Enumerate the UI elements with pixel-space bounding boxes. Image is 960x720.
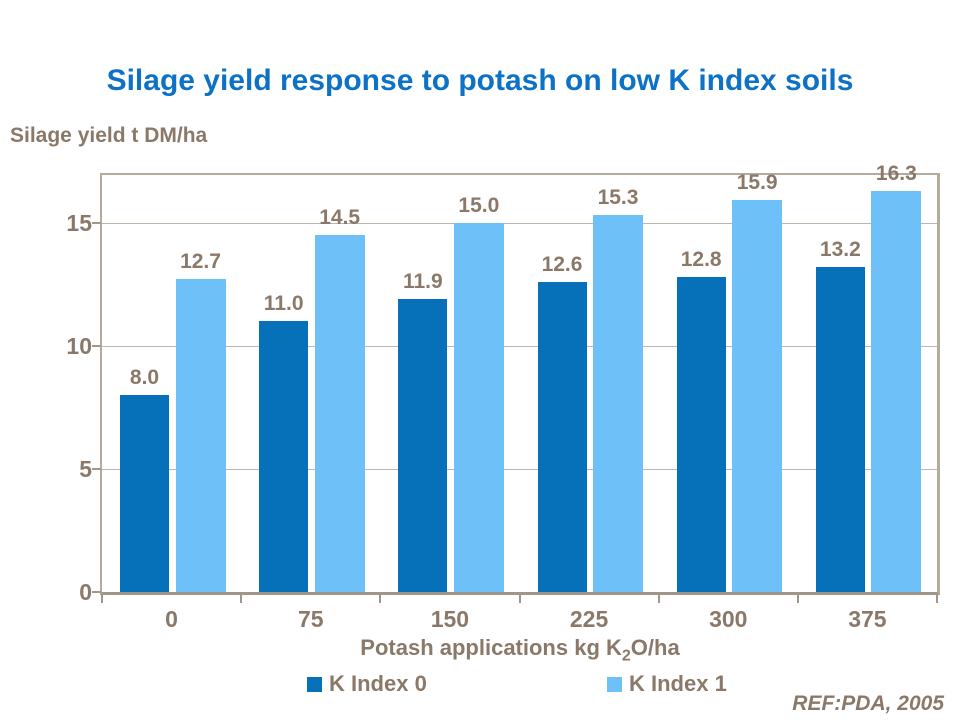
value-label-k-index-1-cat-75: 14.5 bbox=[319, 205, 361, 229]
y-axis-title: Silage yield t DM/ha bbox=[10, 124, 208, 147]
bar-k-index-0-cat-75 bbox=[259, 321, 309, 592]
x-tick-label-300: 300 bbox=[709, 606, 748, 632]
y-tick-label-10: 10 bbox=[66, 332, 92, 359]
value-label-k-index-1-cat-150: 15.0 bbox=[458, 193, 500, 217]
y-tick-label-15: 15 bbox=[66, 209, 92, 236]
x-tick-mark-4 bbox=[657, 595, 660, 603]
legend-label-k-index-1: K Index 1 bbox=[629, 671, 727, 696]
y-tick-mark-5 bbox=[92, 467, 101, 470]
value-label-k-index-0-cat-75: 11.0 bbox=[263, 292, 304, 316]
bar-k-index-1-cat-75 bbox=[314, 234, 365, 592]
x-tick-mark-1 bbox=[240, 595, 243, 603]
x-tick-mark-3 bbox=[518, 595, 521, 603]
bar-k-index-0-cat-150 bbox=[398, 298, 448, 592]
x-tick-mark-6 bbox=[936, 595, 938, 603]
legend-item-k-index-0: K Index 0 bbox=[307, 670, 427, 698]
x-tick-label-150: 150 bbox=[430, 606, 470, 632]
bar-k-index-0-cat-375 bbox=[815, 266, 865, 592]
value-label-k-index-1-cat-300: 15.9 bbox=[736, 171, 778, 195]
bar-k-index-1-cat-225 bbox=[593, 215, 643, 592]
y-tick-label-0: 0 bbox=[79, 579, 92, 605]
gridline-y-10 bbox=[102, 345, 937, 347]
x-axis-title: Potash applications kg K2O/ha bbox=[100, 635, 940, 665]
bar-k-index-0-cat-0 bbox=[120, 394, 169, 592]
y-tick-mark-15 bbox=[92, 221, 101, 224]
x-axis-title-text: Potash applications kg K bbox=[360, 635, 622, 660]
x-tick-mark-0 bbox=[101, 595, 103, 603]
plot-area: 8.0 11.0 11.9 12.6 12.8 13.2 12.7 14.5 15.0 15.3 1… bbox=[100, 162, 940, 595]
chart-title: Silage yield response to potash on low K… bbox=[106, 64, 854, 97]
reference-text: REF:PDA, 2005 bbox=[792, 692, 944, 715]
gridline-y-15 bbox=[102, 222, 937, 224]
value-label-k-index-0-cat-0: 8.0 bbox=[129, 365, 160, 389]
legend-item-k-index-1: K Index 1 bbox=[607, 670, 727, 698]
value-label-k-index-1-cat-225: 15.3 bbox=[597, 186, 639, 210]
x-axis-title-suffix: O/ha bbox=[630, 635, 680, 660]
bar-k-index-0-cat-300 bbox=[676, 276, 726, 592]
bar-k-index-1-cat-0 bbox=[175, 279, 226, 592]
value-label-k-index-0-cat-225: 12.6 bbox=[541, 252, 583, 276]
value-label-k-index-1-cat-0: 12.7 bbox=[180, 250, 221, 274]
x-tick-label-75: 75 bbox=[297, 606, 324, 632]
legend-label-k-index-0: K Index 0 bbox=[329, 671, 427, 696]
legend-swatch-k-index-0 bbox=[307, 676, 322, 692]
gridline-y-5 bbox=[102, 468, 937, 470]
y-tick-mark-0 bbox=[92, 591, 101, 593]
bar-k-index-1-cat-300 bbox=[732, 200, 783, 592]
bar-k-index-1-cat-375 bbox=[871, 190, 922, 592]
value-label-k-index-0-cat-375: 13.2 bbox=[819, 237, 861, 261]
value-label-k-index-1-cat-375: 16.3 bbox=[875, 161, 917, 185]
legend-swatch-k-index-1 bbox=[607, 676, 622, 692]
y-tick-label-5: 5 bbox=[79, 455, 92, 482]
x-tick-label-375: 375 bbox=[848, 606, 887, 632]
value-label-k-index-0-cat-150: 11.9 bbox=[402, 269, 443, 293]
bar-k-index-1-cat-150 bbox=[453, 222, 504, 592]
y-tick-mark-10 bbox=[92, 344, 101, 347]
x-tick-mark-5 bbox=[796, 595, 799, 603]
x-tick-label-225: 225 bbox=[569, 606, 609, 632]
x-axis-title-subscript: 2 bbox=[621, 647, 631, 665]
bar-k-index-0-cat-225 bbox=[537, 281, 587, 592]
x-tick-mark-2 bbox=[379, 595, 382, 603]
value-label-k-index-0-cat-300: 12.8 bbox=[680, 247, 722, 271]
x-tick-label-0: 0 bbox=[165, 606, 178, 632]
